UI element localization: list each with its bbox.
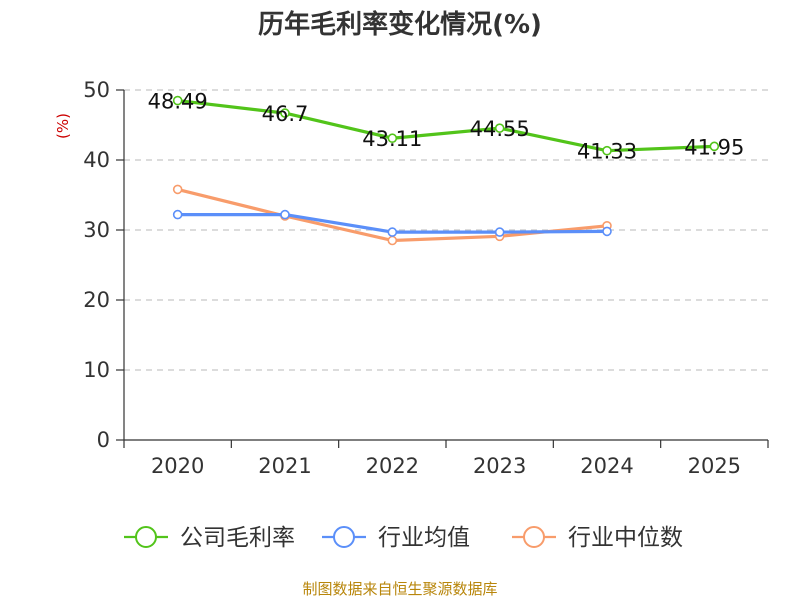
series-point [172, 184, 183, 195]
series-point [494, 227, 505, 237]
series-point [280, 209, 290, 220]
legend-swatch-marker [523, 526, 545, 548]
series-line [177, 98, 715, 153]
data-label: 43.11 [362, 127, 422, 151]
chart-title: 历年毛利率变化情况(%) [258, 9, 542, 40]
legend: 公司毛利率 行业均值 行业中位数 [124, 525, 683, 551]
series-point [602, 226, 612, 237]
data-labels: 48.49 46.7 43.11 44.55 41.33 41.95 [148, 90, 745, 164]
series-point [280, 108, 290, 118]
legend-swatch-marker [333, 526, 355, 548]
y-tick-label: 10 [83, 358, 110, 382]
x-tick-label: 2025 [688, 454, 741, 478]
x-tick-label: 2022 [366, 454, 419, 478]
series-point [709, 141, 720, 152]
series-point [387, 227, 398, 237]
y-tick-label: 40 [83, 148, 110, 172]
axes: 0 10 20 30 40 50 2020 2021 2022 2023 2024 2025 [83, 78, 769, 478]
series-point [602, 145, 612, 156]
y-axis-unit: (%) [54, 113, 72, 139]
grid-lines [124, 89, 768, 371]
series-point [494, 123, 505, 133]
source-note: 制图数据来自恒生聚源数据库 [302, 580, 497, 598]
series-point [387, 235, 398, 246]
x-tick-label: 2023 [473, 454, 526, 478]
data-label: 41.33 [577, 140, 637, 164]
series-group [172, 95, 720, 246]
data-label: 46.7 [262, 102, 309, 126]
series-point [387, 133, 398, 144]
legend-label: 行业均值 [378, 525, 470, 551]
y-tick-label: 50 [83, 78, 110, 102]
legend-label: 行业中位数 [568, 525, 683, 551]
data-label: 44.55 [470, 117, 530, 141]
x-tick-label: 2021 [258, 454, 311, 478]
legend-label: 公司毛利率 [180, 525, 295, 551]
x-tick-label: 2024 [580, 454, 633, 478]
series-point [172, 95, 183, 106]
x-tick-label: 2020 [151, 454, 204, 478]
legend-swatch-marker [135, 526, 157, 548]
y-tick-label: 0 [97, 428, 110, 452]
data-label: 48.49 [148, 90, 208, 114]
y-tick-label: 30 [83, 218, 110, 242]
series-point [172, 209, 183, 220]
data-label: 41.95 [684, 135, 744, 159]
y-tick-label: 20 [83, 288, 110, 312]
